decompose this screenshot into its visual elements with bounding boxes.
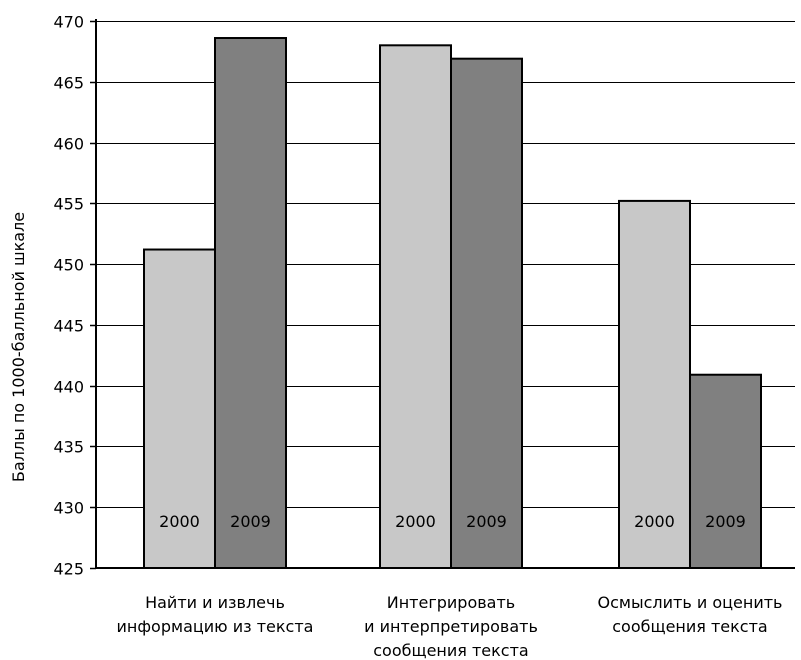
category-label: и интерпретировать: [364, 617, 538, 636]
y-axis-label: Баллы по 1000-балльной шкале: [9, 212, 28, 482]
bar-2000: [379, 44, 452, 570]
category-label: Найти и извлечь: [145, 593, 285, 612]
category-label: Интегрировать: [387, 593, 515, 612]
axes: [90, 19, 795, 570]
category-labels: Найти и извлечь информацию из текста Интег…: [117, 593, 783, 660]
category-label: информацию из текста: [117, 617, 314, 636]
y-tick-label: 430: [53, 499, 84, 518]
bar-label-2009: 2009: [466, 512, 507, 531]
bar-label-2009: 2009: [705, 512, 746, 531]
y-tick-label: 455: [53, 195, 84, 214]
y-tick-label: 440: [53, 378, 84, 397]
y-tick-label: 425: [53, 560, 84, 579]
y-tick-label: 460: [53, 135, 84, 154]
bars: 2000 2000 2000 2009 2009 2009: [143, 37, 762, 570]
bar-label-2000: 2000: [395, 512, 436, 531]
category-label: Осмыслить и оценить: [598, 593, 783, 612]
y-tick-label: 470: [53, 13, 84, 32]
bar-label-2000: 2000: [634, 512, 675, 531]
category-label: сообщения текста: [612, 617, 767, 636]
category-label: сообщения текста: [373, 641, 528, 660]
y-tick-label: 465: [53, 74, 84, 93]
bar-2009: [214, 37, 287, 570]
bar-2009: [450, 57, 523, 569]
bar-label-2000: 2000: [159, 512, 200, 531]
y-tick-label: 435: [53, 438, 84, 457]
bar-label-2009: 2009: [230, 512, 271, 531]
y-tick-labels: 425 430 435 440 445 450 455 460 465 470: [53, 13, 84, 579]
bar-2009: [689, 373, 762, 569]
y-tick-label: 450: [53, 256, 84, 275]
y-tick-label: 445: [53, 317, 84, 336]
